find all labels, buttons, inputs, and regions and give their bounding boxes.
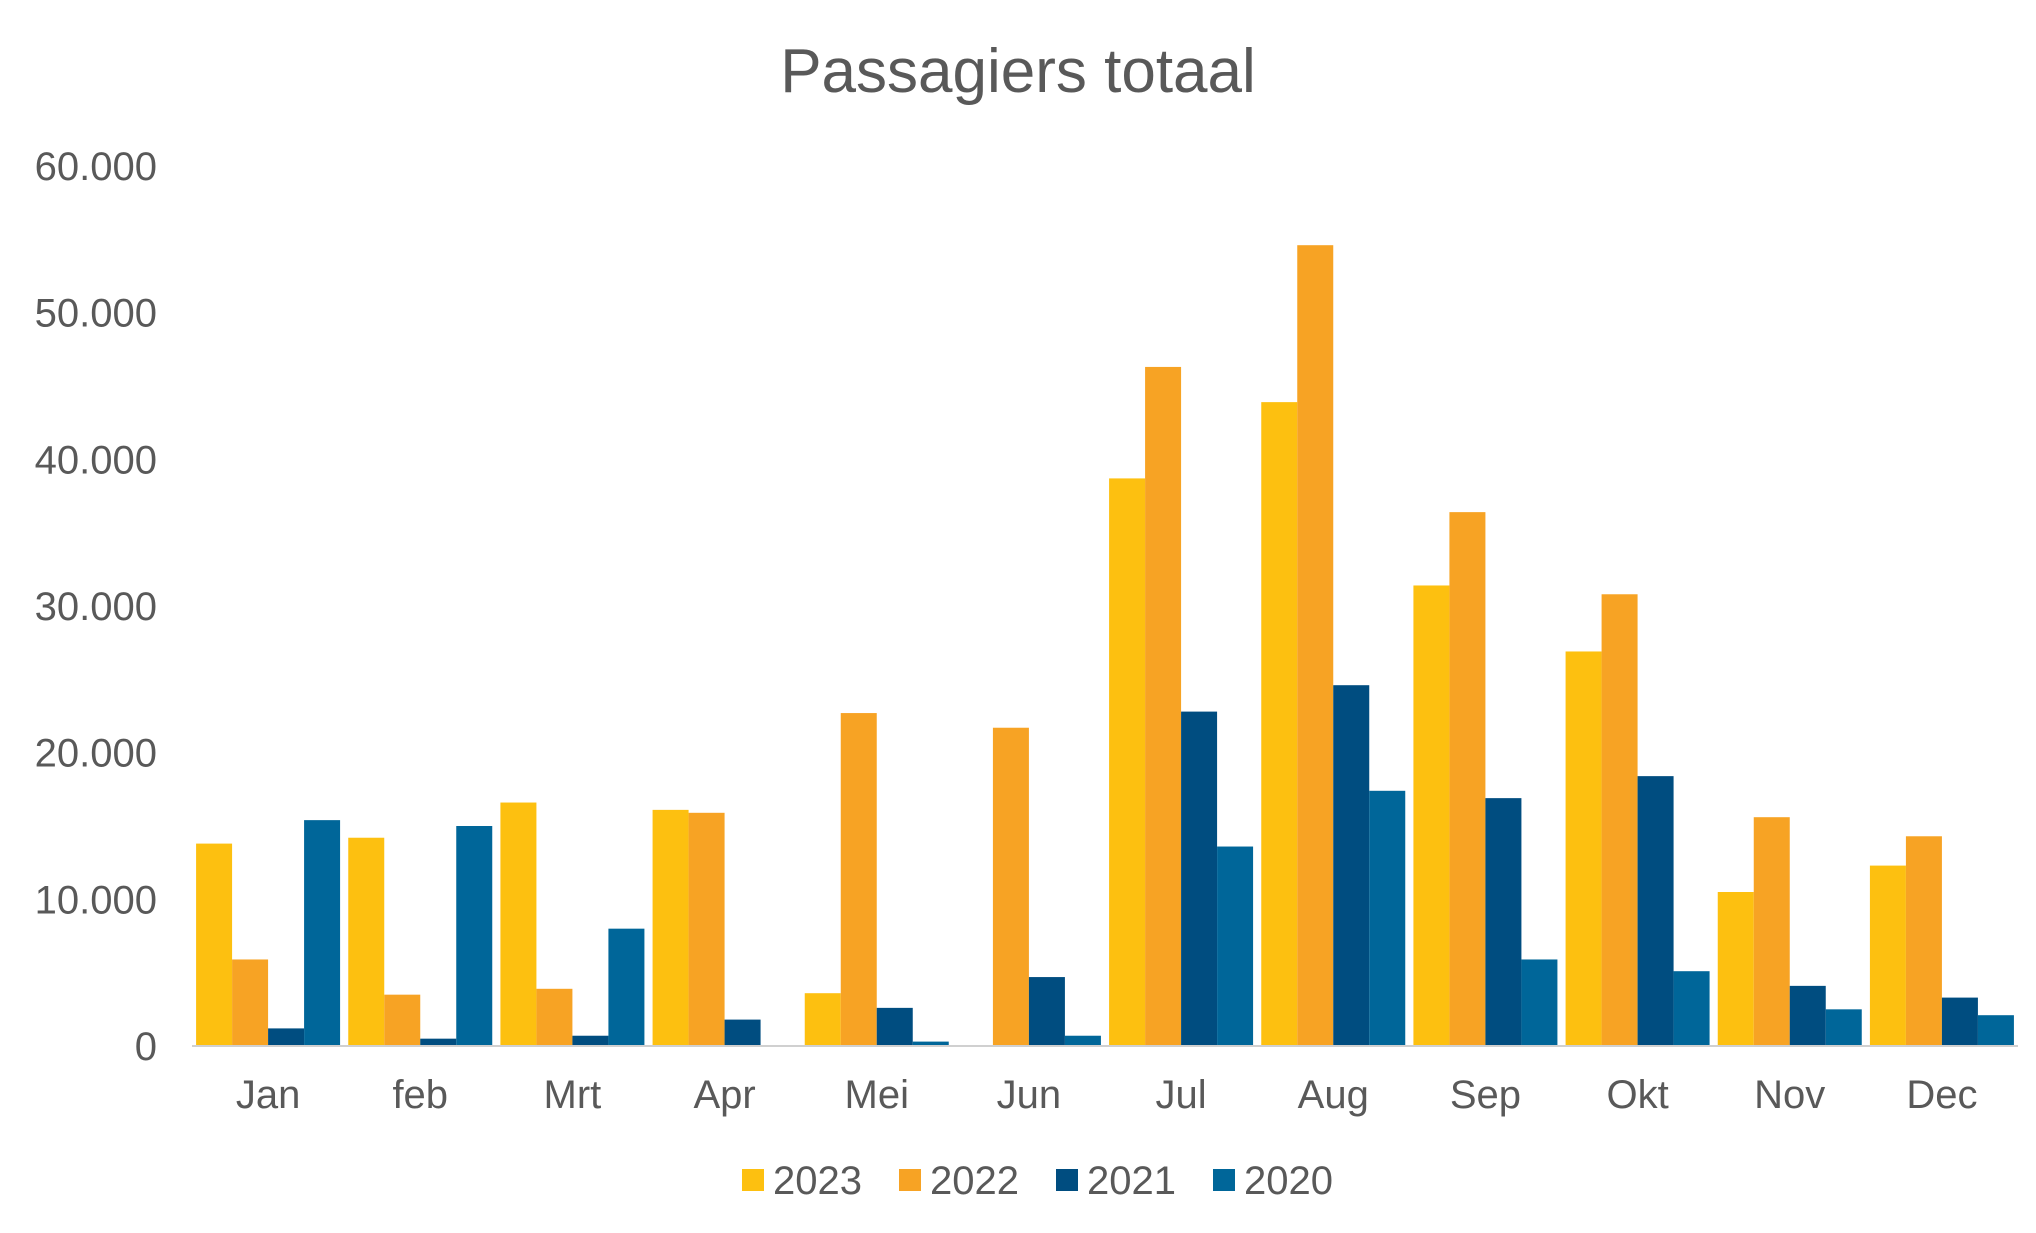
bar-2021-okt — [1637, 776, 1674, 1046]
y-tick-label: 20.000 — [35, 732, 157, 776]
legend-label-2021: 2021 — [1087, 1159, 1176, 1203]
bar-2020-jul — [1217, 846, 1254, 1046]
bar-2022-apr — [688, 812, 725, 1046]
x-tick-label: Apr — [693, 1073, 755, 1117]
bar-2021-mei — [876, 1007, 913, 1046]
legend-label-2023: 2023 — [773, 1159, 862, 1203]
y-tick-label: 10.000 — [35, 878, 157, 922]
x-tick-label: Jan — [236, 1073, 301, 1117]
bar-2021-nov — [1789, 985, 1826, 1046]
legend-label-2022: 2022 — [930, 1159, 1019, 1203]
x-tick-label: Aug — [1298, 1073, 1369, 1117]
y-axis-tick-labels: 0 10.000 20.000 30.000 40.000 50.000 60.000 — [35, 145, 157, 1069]
bar-2022-sep — [1449, 512, 1486, 1046]
x-tick-label: Mrt — [544, 1073, 602, 1117]
bar-2020-dec — [1977, 1015, 2014, 1046]
bar-2022-okt — [1601, 594, 1638, 1046]
chart-title: Passagiers totaal — [780, 37, 1256, 106]
legend-swatch-2023 — [742, 1169, 764, 1191]
bar-2020-sep — [1521, 959, 1558, 1046]
bar-2022-feb — [384, 994, 421, 1046]
bar-2023-dec — [1869, 865, 1906, 1046]
bar-2022-dec — [1905, 836, 1942, 1046]
y-tick-label: 30.000 — [35, 585, 157, 629]
legend-label-2020: 2020 — [1244, 1159, 1333, 1203]
bar-2023-nov — [1717, 892, 1754, 1046]
bar-2021-aug — [1333, 685, 1370, 1046]
bar-2021-apr — [724, 1019, 761, 1046]
bar-2020-okt — [1673, 971, 1710, 1046]
bar-2023-mrt — [500, 802, 537, 1046]
x-tick-label: feb — [392, 1073, 448, 1117]
bar-2020-mei — [912, 1041, 949, 1046]
bar-2021-dec — [1941, 997, 1978, 1046]
bar-2020-jun — [1064, 1035, 1101, 1046]
bar-2021-jan — [268, 1028, 305, 1046]
bar-series-group — [196, 245, 2014, 1047]
bar-2022-mrt — [536, 988, 573, 1046]
x-tick-label: Nov — [1754, 1073, 1825, 1117]
x-tick-label: Jul — [1156, 1073, 1207, 1117]
bar-2021-jul — [1181, 711, 1218, 1046]
x-tick-label: Okt — [1606, 1073, 1668, 1117]
y-tick-label: 40.000 — [35, 438, 157, 482]
x-tick-label: Dec — [1906, 1073, 1977, 1117]
y-tick-label: 0 — [135, 1025, 157, 1069]
bar-2023-jan — [196, 843, 233, 1046]
bar-2023-sep — [1413, 585, 1450, 1046]
bar-2020-aug — [1369, 790, 1406, 1046]
bar-2023-mei — [804, 993, 841, 1046]
bar-2023-feb — [348, 837, 385, 1046]
x-tick-label: Mei — [845, 1073, 909, 1117]
bar-2022-aug — [1297, 245, 1334, 1046]
bar-2023-apr — [652, 809, 689, 1046]
bar-2022-jan — [232, 959, 269, 1046]
y-tick-label: 60.000 — [35, 145, 157, 189]
legend-swatch-2022 — [899, 1169, 921, 1191]
bar-2021-jun — [1028, 977, 1065, 1046]
bar-2020-feb — [456, 826, 493, 1046]
bar-2022-nov — [1753, 817, 1790, 1046]
bar-2022-jun — [992, 727, 1029, 1046]
bar-2021-mrt — [572, 1035, 609, 1046]
bar-2023-okt — [1565, 651, 1602, 1046]
x-tick-label: Sep — [1450, 1073, 1521, 1117]
x-axis-tick-labels: Jan feb Mrt Apr Mei Jun Jul Aug Sep Okt Nov Dec — [236, 1073, 1978, 1117]
bar-2021-feb — [420, 1038, 457, 1046]
bar-2022-mei — [840, 713, 877, 1046]
bar-2022-jul — [1145, 366, 1182, 1046]
x-tick-label: Jun — [997, 1073, 1062, 1117]
legend-swatch-2021 — [1056, 1169, 1078, 1191]
legend: 2023 2022 2021 2020 — [742, 1159, 1333, 1203]
bar-2020-jan — [304, 820, 341, 1046]
bar-2020-mrt — [608, 928, 645, 1046]
bar-2021-sep — [1485, 798, 1522, 1046]
bar-2020-nov — [1825, 1009, 1862, 1046]
legend-swatch-2020 — [1213, 1169, 1235, 1191]
bar-2023-jul — [1109, 478, 1146, 1046]
bar-2023-aug — [1261, 402, 1298, 1047]
y-tick-label: 50.000 — [35, 292, 157, 336]
